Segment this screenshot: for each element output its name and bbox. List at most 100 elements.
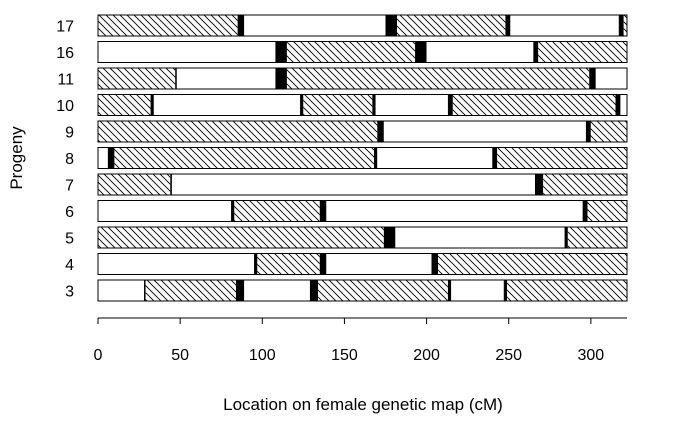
row-label-3: 3: [65, 284, 74, 301]
bar-outline-10: [97, 94, 628, 116]
bar-outline-7: [97, 173, 628, 196]
bar-outline-9: [97, 120, 628, 143]
segment-17-8-hatched: [623, 15, 627, 36]
bar-outline-3: [97, 279, 628, 302]
segment-10-2-white: [153, 94, 301, 116]
segment-10-0-hatched: [98, 94, 151, 116]
segment-11-5-black: [589, 68, 596, 89]
segment-11-1-black: [175, 68, 177, 89]
row-label-8: 8: [65, 151, 74, 168]
segment-10-4-hatched: [303, 94, 373, 116]
segment-5-1-black: [383, 227, 396, 248]
segment-16-1-black: [275, 41, 287, 63]
segment-9-4-hatched: [590, 121, 627, 142]
segment-11-6-white: [595, 68, 627, 89]
row-label-16: 16: [56, 45, 74, 62]
segment-3-9-black: [503, 280, 508, 301]
row-labels: 17 16 11 10 9 8 7 6 5 4 3: [56, 19, 74, 301]
bar-outline-16: [97, 41, 628, 63]
bars-layer: [97, 14, 628, 302]
segment-8-1-black: [107, 147, 115, 169]
row-label-10: 10: [56, 98, 74, 115]
segment-10-7-black: [447, 94, 453, 116]
progeny-row-11: [97, 67, 628, 90]
bar-outline-17: [97, 14, 628, 37]
segment-10-6-white: [375, 94, 448, 116]
x-tick-label-250: 250: [495, 347, 522, 364]
segment-3-7-black: [447, 280, 452, 301]
segment-5-0-hatched: [98, 227, 384, 248]
segment-3-8-white: [451, 280, 504, 301]
progeny-row-10: [97, 94, 628, 116]
x-tick-label-100: 100: [249, 347, 276, 364]
segment-8-3-black: [374, 147, 378, 169]
y-axis-title: Progeny: [7, 126, 26, 190]
progeny-row-9: [97, 120, 628, 143]
segment-4-2-hatched: [257, 253, 320, 275]
segment-4-3-black: [319, 253, 327, 275]
segment-4-4-white: [326, 253, 432, 275]
segment-4-0-white: [98, 253, 255, 275]
bar-outline-6: [97, 200, 628, 222]
segment-6-3-black: [319, 200, 327, 222]
segment-5-2-white: [395, 227, 565, 248]
segment-4-1-black: [254, 253, 258, 275]
progeny-row-16: [97, 41, 628, 63]
segment-16-5-black: [533, 41, 539, 63]
segment-10-1-black: [150, 94, 154, 116]
segment-3-3-black: [236, 280, 245, 301]
segment-10-9-black: [615, 94, 621, 116]
segment-7-1-black: [170, 174, 172, 195]
segment-6-4-white: [326, 200, 583, 222]
segment-6-5-black: [582, 200, 588, 222]
segment-8-0-white: [98, 147, 108, 169]
segment-17-5-black: [505, 15, 511, 36]
segment-4-6-hatched: [438, 253, 627, 275]
segment-3-6-hatched: [318, 280, 448, 301]
segment-3-10-hatched: [507, 280, 627, 301]
row-label-17: 17: [56, 19, 74, 36]
segment-6-6-hatched: [587, 200, 627, 222]
segment-9-0-hatched: [98, 121, 378, 142]
bar-outline-11: [97, 67, 628, 90]
x-tick-label-300: 300: [578, 347, 605, 364]
segment-3-2-hatched: [145, 280, 236, 301]
segment-8-5-black: [492, 147, 498, 169]
segment-9-2-white: [383, 121, 586, 142]
segment-11-3-black: [275, 68, 287, 89]
segment-17-3-black: [385, 15, 397, 36]
progeny-row-5: [97, 226, 628, 249]
segment-7-2-white: [171, 174, 535, 195]
progeny-row-7: [97, 173, 628, 196]
row-label-5: 5: [65, 231, 74, 248]
segment-8-6-hatched: [497, 147, 627, 169]
bar-outline-4: [97, 253, 628, 275]
segment-16-4-white: [426, 41, 534, 63]
segment-11-2-white: [176, 68, 276, 89]
row-label-9: 9: [65, 125, 74, 142]
segment-6-1-black: [231, 200, 235, 222]
segment-16-6-hatched: [538, 41, 627, 63]
segment-8-2-hatched: [114, 147, 374, 169]
segment-17-4-hatched: [397, 15, 506, 36]
segment-3-1-black: [144, 280, 146, 301]
segment-3-0-white: [98, 280, 144, 301]
x-axis-title: Location on female genetic map (cM): [223, 395, 503, 414]
x-tick-label-50: 50: [171, 347, 189, 364]
row-label-11: 11: [57, 72, 74, 89]
segment-11-0-hatched: [98, 68, 176, 89]
segment-8-4-white: [377, 147, 493, 169]
segment-6-2-hatched: [234, 200, 320, 222]
segment-16-3-black: [415, 41, 427, 63]
segment-17-1-black: [237, 15, 245, 36]
segment-7-0-hatched: [98, 174, 171, 195]
segment-10-10-white: [620, 94, 627, 116]
segment-9-1-black: [377, 121, 384, 142]
bar-outline-5: [97, 226, 628, 249]
x-tick-label-150: 150: [331, 347, 358, 364]
progeny-row-8: [97, 147, 628, 169]
segment-3-4-white: [244, 280, 310, 301]
progeny-row-3: [97, 279, 628, 302]
